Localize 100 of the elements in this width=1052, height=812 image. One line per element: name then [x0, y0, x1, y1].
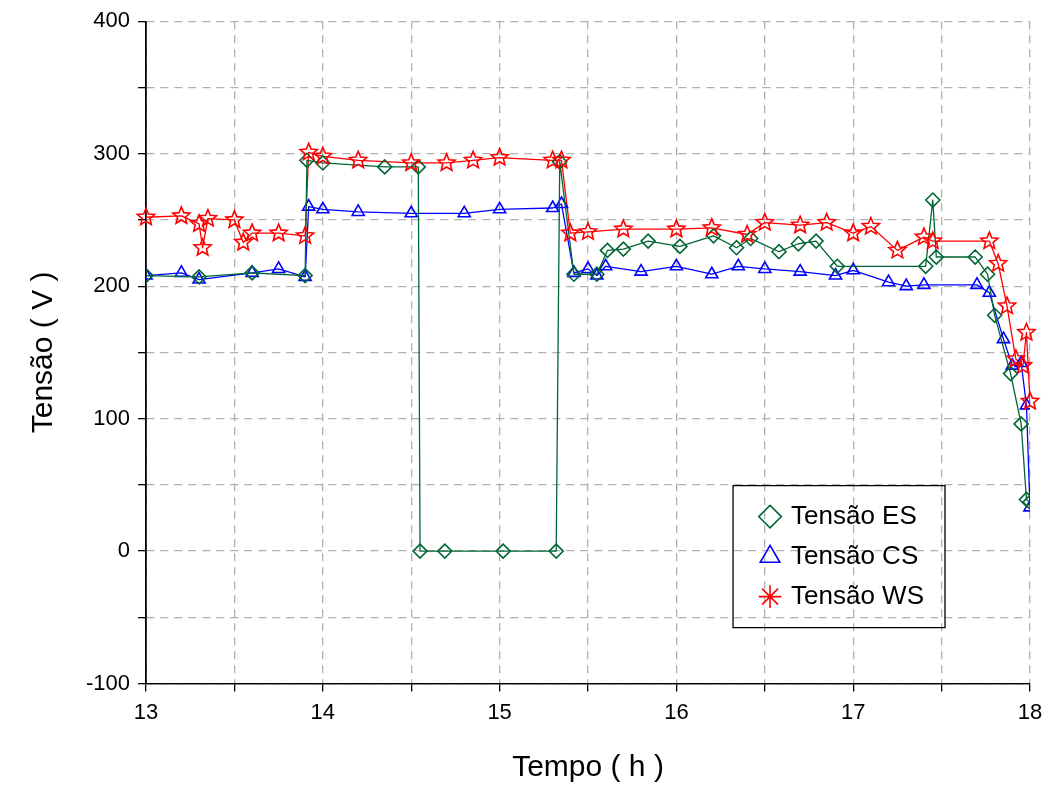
point: [198, 208, 218, 227]
point: [495, 543, 511, 559]
point: [808, 233, 824, 249]
point: [634, 263, 648, 276]
point: [728, 239, 745, 256]
point: [793, 263, 808, 276]
point: [1017, 322, 1036, 341]
point: [702, 218, 722, 236]
point: [846, 262, 861, 275]
point: [581, 261, 595, 274]
point: [899, 278, 914, 291]
point: [225, 210, 244, 228]
point: [567, 265, 581, 278]
y-axis-title: Tensão ( V ): [25, 271, 59, 434]
point: [614, 219, 633, 238]
legend-label: Tensão ES: [791, 499, 917, 530]
point: [986, 307, 1003, 324]
point: [136, 207, 156, 226]
point: [457, 205, 472, 218]
point: [492, 201, 507, 214]
point: [560, 223, 580, 242]
point: [554, 196, 569, 209]
point: [881, 274, 896, 287]
point: [271, 261, 286, 274]
y-tick-label: 0: [117, 537, 131, 563]
point: [970, 277, 984, 290]
point: [437, 543, 453, 559]
point: [295, 226, 315, 244]
point: [828, 267, 843, 280]
y-tick-label: 300: [93, 139, 131, 165]
point: [313, 146, 333, 165]
point: [233, 232, 253, 251]
point: [1002, 365, 1019, 382]
point: [757, 261, 772, 274]
point: [242, 223, 262, 242]
point: [979, 231, 999, 250]
legend-label: Tensão CS: [791, 539, 919, 570]
y-tick-label: 200: [93, 272, 131, 298]
point: [923, 231, 943, 250]
x-tick-label: 14: [310, 698, 336, 724]
point: [598, 258, 613, 271]
point: [996, 331, 1011, 344]
point: [979, 266, 996, 283]
y-tick-label: -100: [85, 669, 131, 695]
point: [917, 258, 934, 275]
point: [315, 201, 330, 214]
point: [615, 241, 632, 257]
point: [914, 227, 934, 246]
point: [704, 266, 719, 279]
x-tick-label: 17: [840, 698, 866, 724]
y-tick-label: 100: [93, 404, 131, 430]
legend-label: Tensão WS: [791, 579, 925, 610]
point: [548, 543, 564, 559]
point: [771, 243, 787, 260]
point: [917, 277, 931, 290]
point: [189, 214, 209, 232]
point: [731, 258, 746, 271]
point: [299, 152, 315, 169]
x-tick-label: 16: [664, 698, 689, 724]
point: [351, 204, 366, 217]
point: [172, 206, 191, 225]
point: [566, 266, 582, 283]
point: [924, 192, 941, 208]
point: [1020, 391, 1040, 410]
point: [348, 150, 368, 169]
x-tick-label: 18: [1017, 698, 1043, 724]
point: [269, 223, 288, 242]
point: [790, 215, 810, 234]
point: [1013, 416, 1029, 432]
point: [672, 238, 688, 255]
point: [829, 258, 846, 275]
point: [755, 212, 775, 231]
point: [982, 284, 997, 298]
point: [843, 223, 863, 242]
point: [705, 228, 722, 244]
point: [988, 253, 1008, 272]
point: [669, 258, 684, 271]
point: [404, 205, 419, 218]
point: [299, 142, 319, 161]
x-tick-label: 13: [133, 698, 159, 724]
point: [490, 147, 509, 166]
point: [640, 233, 656, 249]
point: [967, 249, 983, 265]
point: [401, 153, 421, 172]
point: [817, 212, 837, 231]
point: [737, 224, 757, 243]
point: [1013, 355, 1033, 374]
point: [667, 219, 686, 238]
point: [543, 150, 563, 169]
point: [790, 235, 807, 252]
x-tick-label: 15: [487, 698, 512, 724]
point: [301, 198, 316, 211]
point: [376, 159, 393, 175]
point: [578, 222, 598, 240]
point: [888, 240, 907, 259]
point: [928, 249, 945, 265]
point: [997, 296, 1017, 315]
point: [599, 242, 616, 259]
point: [437, 153, 456, 172]
point: [412, 543, 428, 559]
